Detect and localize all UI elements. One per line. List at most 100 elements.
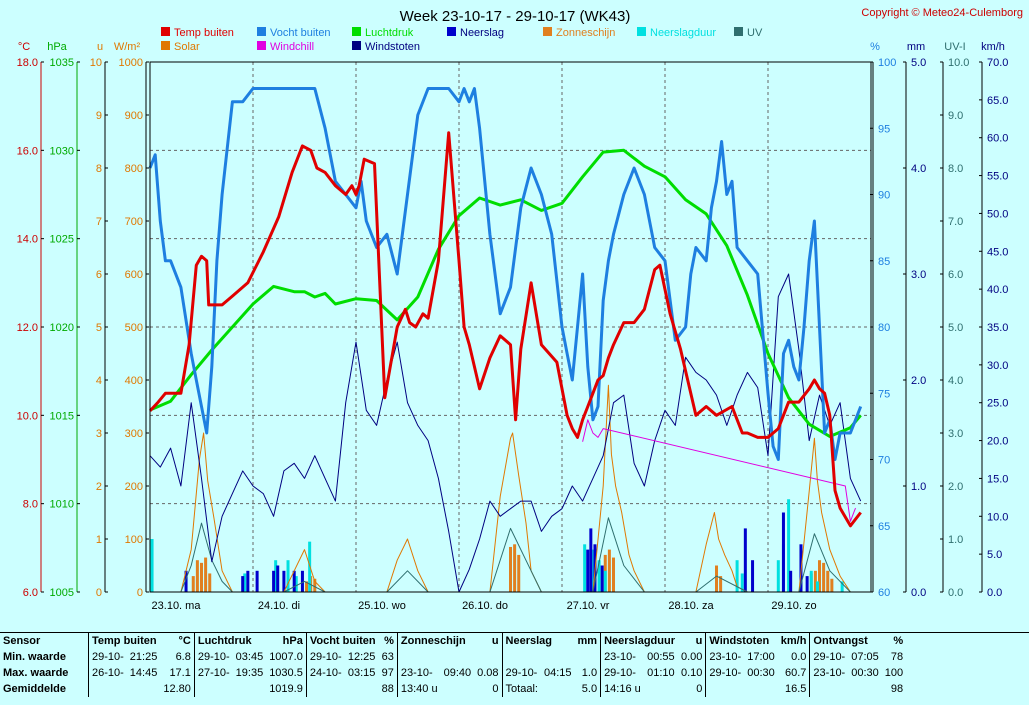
- y-tick-label: 900: [125, 110, 143, 122]
- legend-swatch: [161, 41, 170, 50]
- y-tick-label: 95: [878, 123, 890, 135]
- bar-zonneschijn: [200, 562, 203, 592]
- y-tick-label: 700: [125, 216, 143, 228]
- y-tick-label: 9: [96, 110, 102, 122]
- bar-neerslag: [589, 528, 593, 592]
- y-tick-label: 70.0: [987, 57, 1008, 69]
- bar-neerslagduur: [294, 576, 298, 592]
- bar-zonneschijn: [813, 570, 817, 592]
- y-axis-unit-temp: °C: [18, 41, 30, 53]
- stats-cell-value: 0: [492, 683, 499, 695]
- y-tick-label: 7: [96, 216, 102, 228]
- stats-cell-date: 27-10-: [193, 665, 233, 681]
- stats-cell-date: [193, 681, 233, 697]
- stats-cell-date: [396, 649, 441, 665]
- legend-label: Vocht buiten: [270, 27, 331, 39]
- legend-label: Luchtdruk: [365, 27, 414, 39]
- stats-cell-time: [541, 649, 575, 665]
- stats-cell-date: 23-10-: [705, 649, 745, 665]
- bar-neerslagduur: [735, 560, 739, 592]
- bar-zonneschijn: [830, 578, 834, 592]
- y-axis-unit-rain: mm: [907, 41, 925, 53]
- bar-zonneschijn: [517, 554, 521, 592]
- stats-cell-date: 29-10-: [809, 649, 849, 665]
- stats-header-unit: hPa: [282, 635, 303, 647]
- statistics-table: Sensor Temp buiten °C Luchtdruk hPa Vocht bui…: [0, 632, 1029, 705]
- stats-header-cell: Zonneschijn: [396, 633, 475, 649]
- chart-title: Week 23-10-17 - 29-10-17 (WK43): [400, 8, 631, 25]
- stats-header-row: Sensor Temp buiten °C Luchtdruk hPa Vocht bui…: [0, 633, 906, 649]
- stats-cell-date: 23-10-: [396, 665, 441, 681]
- y-tick-label: 60.0: [987, 133, 1008, 145]
- stats-cell-value: 0.00: [680, 651, 703, 663]
- stats-cell-time: 03:15: [347, 667, 376, 679]
- stats-cell-value: 0.08: [477, 667, 499, 679]
- y-tick-label: 0.0: [987, 587, 1002, 599]
- bar-neerslag: [805, 576, 809, 592]
- stats-header-unit: u: [695, 635, 703, 647]
- y-tick-label: 1020: [50, 322, 74, 334]
- stats-cell-date: [705, 681, 745, 697]
- stats-cell-date: 14:16 u: [600, 681, 645, 697]
- stats-cell-time: [541, 681, 575, 697]
- stats-cell-date: Totaal:: [501, 681, 541, 697]
- bar-zonneschijn: [195, 560, 199, 592]
- bar-neerslagduur: [840, 581, 844, 592]
- y-tick-label: 8: [96, 163, 102, 175]
- x-tick-label: 27.10. vr: [567, 600, 610, 612]
- stats-cell-value: 17.1: [169, 667, 191, 679]
- stats-cell-date: 29-10-: [305, 649, 345, 665]
- bar-neerslag: [600, 565, 604, 592]
- y-tick-label: 200: [125, 481, 143, 493]
- legend: Temp buiten Vocht buiten Luchtdruk Neerslag…: [161, 27, 763, 53]
- bar-neerslag: [276, 565, 280, 592]
- y-axis-unit-pressure: hPa: [47, 41, 67, 53]
- y-tick-label: 8.0: [23, 499, 38, 511]
- stats-cell-value: [474, 649, 502, 665]
- y-axis-unit-humidity: %: [870, 41, 880, 53]
- y-tick-label: 1025: [50, 234, 74, 246]
- stats-header-cell: Luchtdruk: [193, 633, 267, 649]
- stats-row: Gemiddelde 12.80 1019.9 88 13:40 u 0 Totaal: 5.…: [0, 681, 906, 697]
- bar-neerslag: [255, 570, 259, 592]
- stats-cell-time: 21:25: [129, 651, 158, 663]
- bar-zonneschijn: [509, 546, 512, 592]
- y-tick-label: 85: [878, 256, 890, 268]
- y-tick-label: 0: [96, 587, 102, 599]
- x-tick-label: 24.10. di: [258, 600, 300, 612]
- y-tick-label: 1005: [50, 587, 74, 599]
- bar-neerslagduur: [597, 560, 601, 592]
- legend-swatch: [257, 27, 266, 36]
- y-tick-label: 30.0: [987, 360, 1008, 372]
- y-tick-label: 1: [96, 534, 102, 546]
- stats-cell-time: 01:10: [647, 667, 675, 679]
- y-tick-label: 400: [125, 375, 143, 387]
- stats-header-cell: Ontvangst: [809, 633, 882, 649]
- bar-neerslag: [272, 570, 276, 592]
- y-tick-label: 12.0: [17, 322, 38, 334]
- stats-cell-value: 97: [381, 667, 394, 679]
- y-tick-label: 90: [878, 190, 890, 202]
- stats-cell-date: 24-10-: [305, 665, 345, 681]
- stats-cell-time: 00:30: [747, 667, 775, 679]
- stats-cell-date: [501, 649, 541, 665]
- y-tick-label: 2: [96, 481, 102, 493]
- stats-cell-time: [744, 681, 778, 697]
- bar-zonneschijn: [513, 544, 517, 592]
- line-vocht-buiten: [148, 87, 863, 461]
- stats-cell-value: 5.0: [581, 683, 598, 695]
- legend-label: UV: [747, 27, 763, 39]
- stats-cell-time: [441, 649, 475, 665]
- legend-swatch: [447, 27, 456, 36]
- stats-cell-date: 13:40 u: [396, 681, 441, 697]
- y-tick-label: 18.0: [17, 57, 38, 69]
- y-tick-label: 2.0: [948, 481, 963, 493]
- legend-label: Neerslag: [460, 27, 504, 39]
- y-tick-label: 1035: [50, 57, 74, 69]
- legend-swatch: [161, 27, 170, 36]
- stats-header-cell: Vocht buiten: [305, 633, 379, 649]
- stats-cell-date: 26-10-: [87, 665, 127, 681]
- bar-zonneschijn: [208, 573, 212, 592]
- bar-neerslagduur: [740, 573, 744, 592]
- bar-neerslagduur: [274, 560, 278, 592]
